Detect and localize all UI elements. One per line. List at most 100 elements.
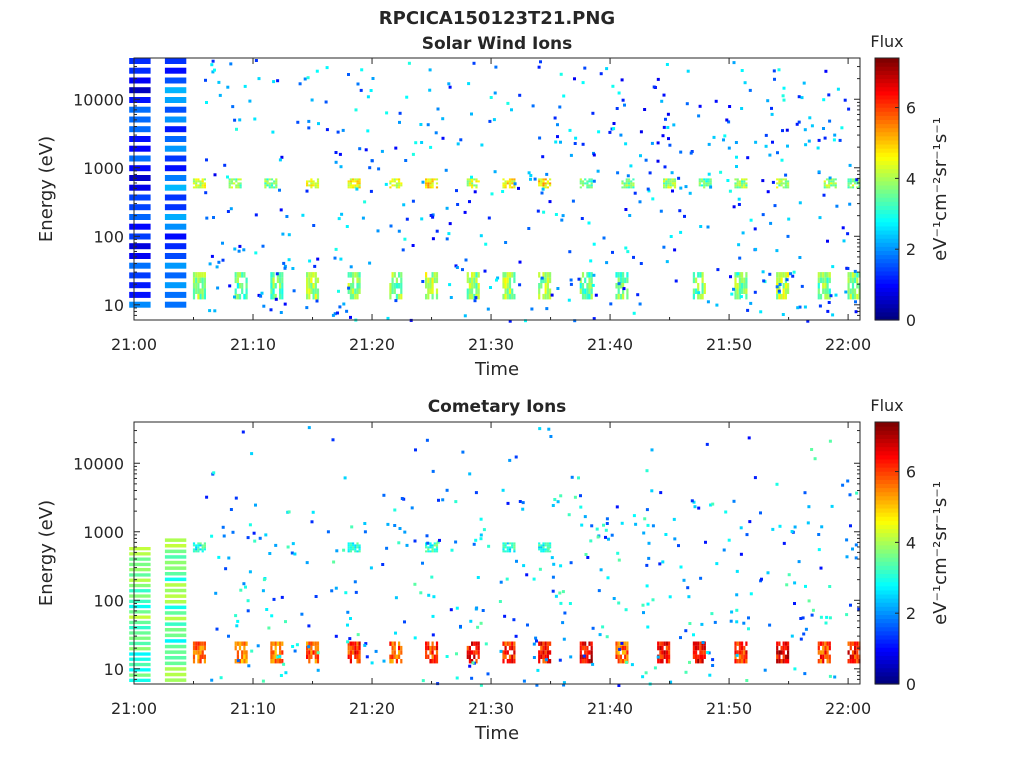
noise-pixel <box>558 658 562 662</box>
spectrogram-cell <box>734 272 737 278</box>
noise-pixel <box>444 168 448 172</box>
spectrogram-cell <box>851 293 855 300</box>
spectrogram-cell <box>199 641 202 646</box>
spectrogram-cell <box>661 641 664 646</box>
colorbar-step <box>875 471 899 476</box>
noise-pixel <box>359 88 363 92</box>
spectrogram-cell <box>540 546 543 549</box>
noise-pixel <box>647 556 651 560</box>
spectrogram-cell <box>817 650 820 655</box>
spectrogram-cell <box>538 650 541 655</box>
spectrogram-cell <box>471 277 474 284</box>
spectrogram-cell <box>780 178 783 181</box>
spectrogram-cell <box>310 654 313 659</box>
spectrogram-cell <box>695 659 698 664</box>
spectrogram-cell <box>508 542 512 545</box>
spectrogram-cell <box>856 272 859 278</box>
noise-pixel <box>455 676 459 680</box>
noise-pixel <box>665 260 669 264</box>
spectrogram-cell <box>504 544 507 547</box>
noise-pixel <box>646 625 650 629</box>
noise-pixel <box>354 590 358 594</box>
spectrogram-cell <box>475 277 478 284</box>
noise-pixel <box>556 287 560 290</box>
noise-pixel <box>420 217 424 221</box>
spectrogram-cell <box>192 180 196 183</box>
spectrogram-cell <box>466 293 469 300</box>
noise-pixel <box>279 208 283 212</box>
spectrogram-cell <box>129 604 151 609</box>
spectrogram-cell <box>538 659 541 664</box>
spectrogram-cell <box>588 186 591 189</box>
colorbar-step <box>875 229 899 235</box>
spectrogram-cell <box>391 654 394 659</box>
spectrogram-cell <box>306 288 309 294</box>
noise-pixel <box>280 155 284 159</box>
noise-pixel <box>363 200 367 204</box>
noise-pixel <box>559 140 562 144</box>
spectrogram-cell <box>627 182 631 185</box>
spectrogram-cell <box>314 650 317 655</box>
spectrogram-cell <box>236 650 239 655</box>
spectrogram-cell <box>398 283 401 289</box>
noise-pixel <box>845 613 849 617</box>
spectrogram-cell <box>316 180 320 183</box>
spectrogram-cell <box>429 283 432 289</box>
noise-pixel <box>684 185 688 189</box>
noise-pixel <box>405 217 409 221</box>
noise-pixel <box>602 236 606 240</box>
noise-pixel <box>706 651 710 654</box>
noise-pixel <box>725 118 729 122</box>
noise-pixel <box>840 126 844 130</box>
noise-pixel <box>624 208 628 211</box>
noise-pixel <box>723 134 727 138</box>
spectrogram-cell <box>590 277 593 284</box>
noise-pixel <box>474 296 478 300</box>
noise-pixel <box>569 655 573 659</box>
noise-pixel <box>679 636 682 640</box>
spectrogram-cell <box>203 178 206 181</box>
noise-pixel <box>745 679 749 682</box>
noise-pixel <box>312 224 316 227</box>
noise-pixel <box>849 524 852 528</box>
noise-pixel <box>270 614 274 618</box>
spectrogram-cell <box>699 645 702 651</box>
noise-pixel <box>441 498 445 502</box>
spectrogram-cell <box>431 550 434 553</box>
spectrogram-cell <box>586 180 589 183</box>
noise-pixel <box>236 619 240 623</box>
noise-pixel <box>645 584 649 588</box>
spectrogram-cell <box>347 650 350 655</box>
noise-pixel <box>267 626 271 630</box>
spectrogram-cell <box>703 645 706 651</box>
noise-pixel <box>337 289 340 293</box>
noise-pixel <box>339 257 343 261</box>
spectrogram-cell <box>203 184 206 187</box>
spectrogram-cell <box>617 283 620 289</box>
spectrogram-cell <box>590 180 593 183</box>
noise-pixel <box>421 679 425 683</box>
noise-pixel <box>558 591 562 595</box>
noise-pixel <box>313 264 317 268</box>
spectrogram-cell <box>736 641 739 646</box>
spectrogram-cell <box>358 277 361 284</box>
noise-pixel <box>246 536 250 540</box>
spectrogram-cell <box>782 182 785 185</box>
spectrogram-cell <box>627 186 631 189</box>
spectrogram-cell <box>590 659 593 664</box>
noise-pixel <box>645 469 649 473</box>
spectrogram-cell <box>697 293 700 300</box>
spectrogram-cell <box>235 186 238 189</box>
spectrogram-cell <box>579 288 582 294</box>
noise-pixel <box>596 535 600 539</box>
spectrogram-cell <box>238 659 242 664</box>
spectrogram-cell <box>549 550 552 553</box>
spectrogram-cell <box>856 277 859 284</box>
noise-pixel <box>438 538 441 542</box>
colorbar-step <box>875 78 899 84</box>
x-tick-label: 21:30 <box>468 335 514 354</box>
spectrogram-cell <box>129 126 151 133</box>
spectrogram-cell <box>435 550 439 553</box>
spectrogram-cell <box>230 182 233 185</box>
spectrogram-cell <box>308 293 311 300</box>
